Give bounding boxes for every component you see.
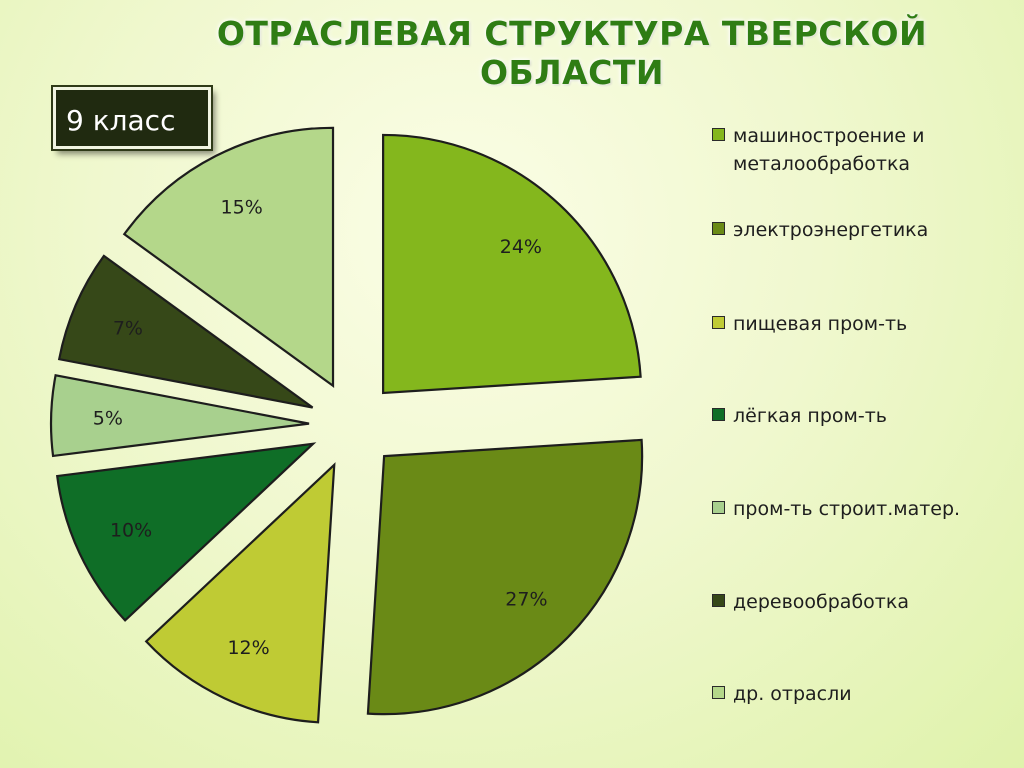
legend-label-continued: металообработка xyxy=(733,153,911,175)
legend-item: машиностроение и металообработка xyxy=(712,122,1012,178)
legend-swatch xyxy=(712,222,725,235)
slice-data-label: 7% xyxy=(113,318,143,340)
pie-slice xyxy=(366,438,644,716)
pie-slice xyxy=(55,442,317,622)
legend-swatch xyxy=(712,316,725,329)
grade-badge: 9 класс xyxy=(51,85,213,151)
slice-data-label: 5% xyxy=(93,407,123,429)
legend-label: машиностроение и xyxy=(733,125,925,147)
legend-item: деревообработка xyxy=(712,588,1012,616)
pie-slice xyxy=(57,254,314,409)
legend-label: пром-ть строит.матер. xyxy=(733,498,961,520)
page-title: ОТРАСЛЕВАЯ СТРУКТУРА ТВЕРСКОЙ ОБЛАСТИ xyxy=(216,14,928,92)
legend-swatch xyxy=(712,501,725,514)
legend-label: электроэнергетика xyxy=(733,219,929,241)
legend-swatch xyxy=(712,128,725,141)
slice-data-label: 15% xyxy=(221,196,263,218)
legend-item: лёгкая пром-ть xyxy=(712,402,1012,430)
legend-label: деревообработка xyxy=(733,591,909,613)
legend-label: др. отрасли xyxy=(733,683,852,705)
pie-slice xyxy=(122,126,335,388)
slice-data-label: 27% xyxy=(505,588,547,610)
legend-label: пищевая пром-ть xyxy=(733,313,908,335)
slice-data-label: 10% xyxy=(110,519,152,541)
legend-swatch xyxy=(712,686,725,699)
legend-item: пром-ть строит.матер. xyxy=(712,495,1012,523)
legend-label: лёгкая пром-ть xyxy=(733,405,887,427)
legend-item: электроэнергетика xyxy=(712,216,1012,244)
pie-slice xyxy=(382,133,642,395)
slice-data-label: 24% xyxy=(500,236,542,258)
legend-item: пищевая пром-ть xyxy=(712,310,1012,338)
slice-data-label: 12% xyxy=(227,637,269,659)
pie-slice xyxy=(49,373,310,458)
legend-swatch xyxy=(712,594,725,607)
legend-item: др. отрасли xyxy=(712,680,1012,708)
legend-swatch xyxy=(712,408,725,421)
pie-slice xyxy=(144,462,336,724)
